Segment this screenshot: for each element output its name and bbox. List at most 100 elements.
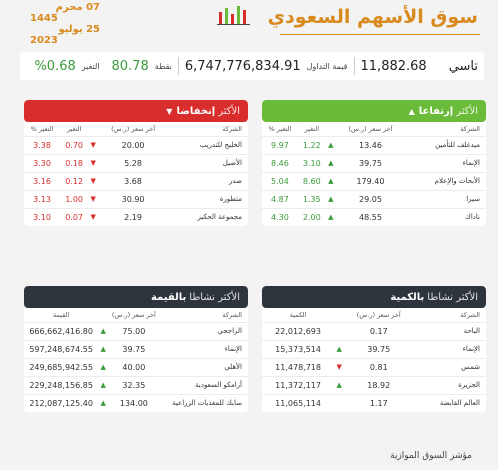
down-arrow-icon: ▼: [88, 153, 99, 172]
change: 1.22: [297, 135, 326, 154]
hijri-date: 07 محرم: [30, 2, 100, 13]
company-name: الأبحاث والإعلام: [405, 171, 486, 190]
losers-body: الخليج للتدريب 20.00 ▼ 0.70 3.38 الأصيل 5.28 ▼…: [24, 135, 248, 226]
price: 18.92: [344, 375, 414, 394]
company-name: الجزيرة: [413, 375, 486, 394]
col-company: الشركة: [460, 124, 480, 133]
company-name: سيرا: [405, 189, 486, 208]
up-arrow-icon: ▲: [98, 375, 109, 394]
price: 3.68: [98, 171, 168, 190]
change-cell: التغير %0.68: [28, 52, 105, 80]
change-value: %0.68: [34, 58, 76, 74]
company-name: شمس: [413, 357, 486, 376]
col-price: آخر سعر (ر.س): [111, 310, 156, 319]
company-name: سابك للمغذيات الزراعية: [159, 393, 248, 412]
header: سوق الأسهم السعودي 07 محرم 1445 25 يوليو…: [0, 0, 498, 50]
up-arrow-icon: ▲: [325, 135, 336, 154]
change: 1.00: [60, 189, 89, 208]
volume-panel: الأكثر نشاطا بالكمية الشركة آخر سعر (ر.س…: [262, 286, 486, 412]
trade-value: 212,087,125.40: [24, 393, 99, 412]
down-arrow-icon: ▼: [334, 357, 345, 376]
quantity: 11,372,117: [262, 375, 335, 394]
turnover-label: قيمة التداول: [306, 61, 348, 71]
price: 13.46: [335, 135, 406, 154]
col-change: التغير: [304, 124, 320, 133]
trade-value: 229,248,156.85: [24, 375, 99, 394]
quantity: 15,373,514: [262, 339, 335, 358]
table-row: الراجحي 75.00 ▲ 666,662,416.80: [24, 321, 248, 340]
price: 2.19: [98, 207, 168, 226]
value-table: الشركة آخر سعر (ر.س) القيمة الراجحي 75.00…: [24, 308, 248, 412]
change-pct: 5.04: [262, 171, 298, 190]
company-name: الأصيل: [167, 153, 248, 172]
price: 0.81: [344, 357, 414, 376]
losers-header: الأكثر إنخفاضا ▼: [24, 100, 248, 122]
panel-title-light: الأكثر نشاطا: [427, 291, 478, 303]
col-qty: الكمية: [289, 310, 307, 319]
price: 48.55: [335, 207, 406, 226]
price: 20.00: [98, 135, 168, 154]
company-name: الإنماء: [405, 153, 486, 172]
hijri-month: محرم: [55, 2, 83, 13]
change-label: التغير: [81, 61, 100, 71]
up-arrow-icon: ▲: [98, 393, 109, 412]
index-cell: تاسي 11,882.68: [355, 52, 484, 80]
down-arrow-icon: ▼: [88, 171, 99, 190]
col-company: الشركة: [222, 310, 242, 319]
company-name: ناداك: [405, 207, 486, 226]
price: 39.75: [108, 339, 160, 358]
panel-title-bold: بالقيمة: [150, 291, 187, 303]
change: 8.60: [297, 171, 326, 190]
price: 30.90: [98, 189, 168, 208]
chart-logo-icon: [217, 6, 250, 25]
table-row: مجموعة الحكير 2.19 ▼ 0.07 3.10: [24, 207, 248, 226]
greg-year: 2023: [30, 35, 58, 46]
table-row: الباحة 0.17 22,012,693: [262, 321, 486, 340]
title-underline: [280, 34, 480, 35]
hijri-year: 1445: [30, 13, 58, 24]
change: 0.18: [60, 153, 89, 172]
up-arrow-icon: ▲: [408, 106, 415, 116]
change: 0.07: [60, 207, 89, 226]
quantity: 11,478,718: [262, 357, 335, 376]
volume-table: الشركة آخر سعر (ر.س) الكمية الباحة 0.17 22…: [262, 308, 486, 412]
index-name: تاسي: [448, 58, 478, 74]
hijri-day: 07: [86, 2, 100, 13]
table-row: الأبحاث والإعلام 179.40 ▲ 8.60 5.04: [262, 171, 486, 190]
change-pct: 8.46: [262, 153, 298, 172]
col-price: آخر سعر (ر.س): [111, 124, 156, 133]
col-price: آخر سعر (ر.س): [356, 310, 401, 319]
company-name: ميدغلف للتأمين: [405, 135, 486, 154]
quantity: 22,012,693: [262, 321, 335, 340]
change-pct: 3.16: [24, 171, 60, 190]
change-pct: 4.30: [262, 207, 298, 226]
table-row: الإنماء 39.75 ▲ 597,248,674.55: [24, 339, 248, 358]
price: 134.00: [108, 393, 160, 412]
price: 39.75: [335, 153, 406, 172]
up-arrow-icon: ▲: [325, 153, 336, 172]
losers-panel: الأكثر إنخفاضا ▼ الشركة آخر سعر (ر.س) ال…: [24, 100, 248, 226]
value-panel: الأكثر نشاطا بالقيمة الشركة آخر سعر (ر.س…: [24, 286, 248, 412]
down-arrow-icon: ▼: [88, 189, 99, 208]
up-arrow-icon: ▲: [334, 339, 345, 358]
divider: [177, 57, 179, 75]
footer-note: مؤشر السوق الموازية: [390, 451, 472, 461]
price: 5.28: [98, 153, 168, 172]
change-pct: 3.38: [24, 135, 60, 154]
table-row: ناداك 48.55 ▲ 2.00 4.30: [262, 207, 486, 226]
table-row: متطورة 30.90 ▼ 1.00 3.13: [24, 189, 248, 208]
price: 39.75: [344, 339, 414, 358]
col-change: التغير: [66, 124, 82, 133]
change: 3.10: [297, 153, 326, 172]
company-name: صدر: [167, 171, 248, 190]
company-name: الإنماء: [413, 339, 486, 358]
change: 0.70: [60, 135, 89, 154]
volume-header: الأكثر نشاطا بالكمية: [262, 286, 486, 308]
company-name: أرامكو السعودية: [159, 375, 248, 394]
price: 179.40: [335, 171, 406, 190]
company-name: متطورة: [167, 189, 248, 208]
turnover-cell: قيمة التداول 6,747,776,834.91: [179, 52, 354, 80]
table-row: الإنماء 39.75 ▲ 3.10 8.46: [262, 153, 486, 172]
up-arrow-icon: ▲: [325, 189, 336, 208]
up-arrow-icon: ▲: [98, 339, 109, 358]
